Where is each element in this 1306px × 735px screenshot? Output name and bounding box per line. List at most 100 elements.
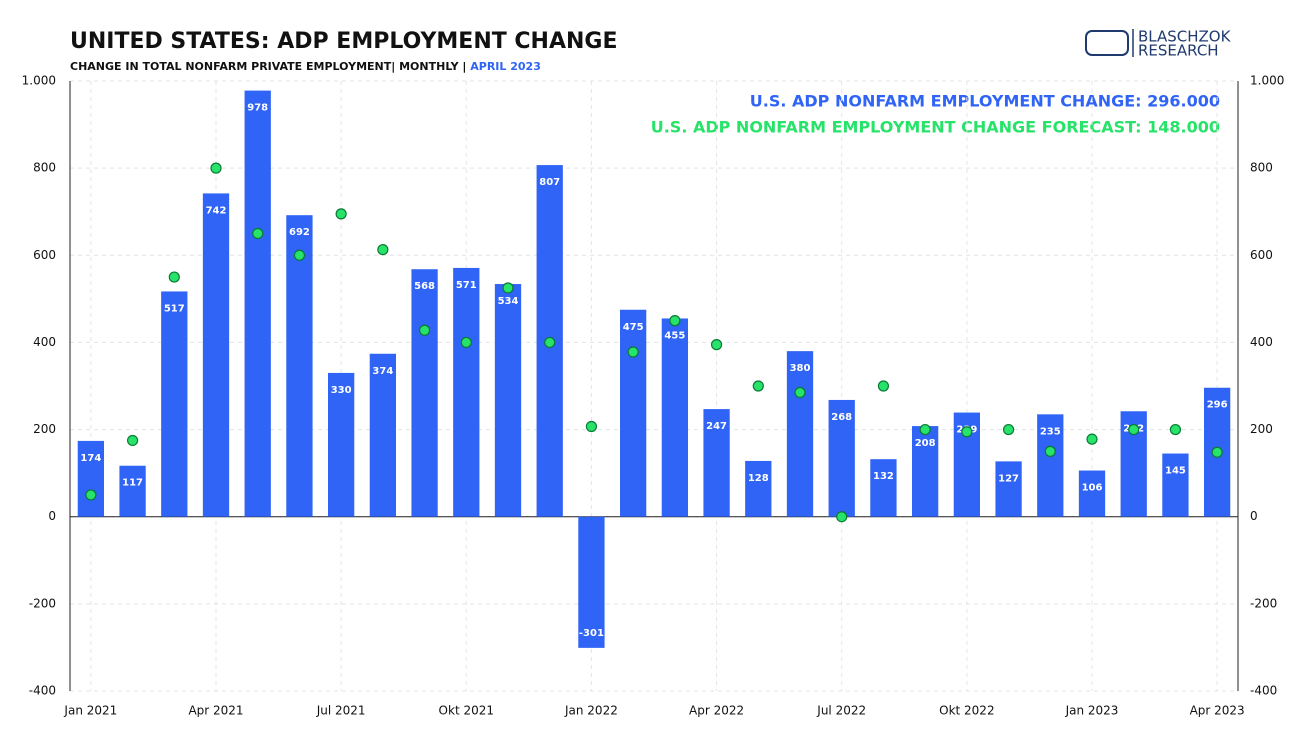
chart-title: UNITED STATES: ADP EMPLOYMENT CHANGE (70, 29, 618, 54)
bar (411, 269, 438, 517)
forecast-dot (168, 271, 180, 283)
bar-value-label: 692 (289, 227, 310, 238)
forecast-dot (1002, 423, 1015, 436)
forecast-dot (794, 386, 806, 399)
bar (1037, 414, 1064, 517)
y2-tick-label: 200 (1250, 422, 1273, 436)
forecast-dot (919, 423, 931, 436)
y-tick-label: 200 (33, 422, 56, 436)
bar-value-label: 268 (831, 412, 852, 423)
bar-value-label: 374 (372, 366, 393, 377)
bar (661, 318, 688, 517)
logo-text: BLASCHZOK (1138, 28, 1232, 46)
x-tick-label: Jul 2021 (316, 704, 366, 718)
x-tick-label: Apr 2023 (1190, 704, 1245, 718)
bar-value-label: 330 (331, 385, 352, 396)
bar-value-label: 455 (664, 330, 685, 341)
logo-text: RESEARCH (1138, 42, 1219, 60)
y2-tick-label: -200 (1250, 596, 1277, 610)
forecast-dot (210, 162, 222, 174)
forecast-dot (460, 336, 472, 349)
bar (119, 465, 146, 517)
y-tick-label: 1.000 (22, 74, 56, 88)
forecast-dot (85, 489, 97, 501)
bar (828, 399, 855, 517)
forecast-dot (252, 227, 264, 240)
bar (870, 459, 897, 517)
forecast-dot (1169, 423, 1182, 436)
bar-value-label: 517 (164, 303, 185, 314)
forecast-dot (1044, 445, 1056, 457)
bar (578, 516, 605, 648)
bar-value-label: 247 (706, 421, 727, 432)
x-tick-label: Jan 2022 (564, 704, 618, 718)
chart-subtitle: CHANGE IN TOTAL NONFARM PRIVATE EMPLOYME… (70, 60, 541, 73)
bar (620, 309, 647, 517)
bar-value-label: 208 (915, 438, 936, 449)
x-tick-label: Jul 2022 (816, 704, 866, 718)
bar-value-label: -301 (579, 628, 604, 639)
bar (1078, 470, 1106, 517)
bar-value-label: 571 (456, 280, 477, 291)
forecast-dot (502, 282, 514, 294)
forecast-dot (293, 249, 306, 261)
bar-value-label: 127 (998, 473, 1019, 484)
forecast-dot (669, 315, 681, 327)
bar-value-label: 128 (748, 473, 769, 484)
bar (494, 284, 522, 517)
bar-value-label: 117 (122, 478, 143, 489)
forecast-dot (627, 346, 639, 358)
y-tick-label: -400 (29, 684, 56, 698)
bar (1162, 453, 1189, 517)
y-tick-label: 0 (48, 509, 56, 523)
x-tick-label: Jan 2021 (63, 704, 117, 718)
forecast-dot (418, 324, 431, 336)
legend-entry: U.S. ADP NONFARM EMPLOYMENT CHANGE: 296.… (750, 92, 1220, 111)
bar-value-label: 174 (80, 453, 101, 464)
y-tick-label: 800 (33, 161, 56, 175)
bar (912, 426, 939, 517)
bar-value-label: 235 (1040, 426, 1061, 437)
y2-tick-label: 400 (1250, 335, 1273, 349)
y2-tick-label: 1.000 (1250, 74, 1284, 88)
forecast-dot (335, 208, 347, 220)
bar (703, 409, 730, 517)
subtitle-date: APRIL 2023 (470, 60, 541, 73)
bar-value-label: 145 (1165, 466, 1186, 477)
bar (244, 90, 271, 517)
y-tick-label: -200 (29, 596, 56, 610)
bar (161, 291, 188, 517)
bar-value-label: 568 (414, 281, 435, 292)
y2-tick-label: -400 (1250, 684, 1277, 698)
forecast-dot (961, 426, 973, 438)
forecast-dot (1211, 446, 1223, 458)
forecast-dot (877, 380, 890, 392)
x-tick-label: Okt 2022 (939, 704, 994, 718)
logo: BLASCHZOK RESEARCH (1085, 28, 1232, 60)
x-tick-label: Jan 2023 (1065, 704, 1119, 718)
bar (286, 215, 313, 517)
forecast-dot (836, 511, 848, 523)
bar (453, 267, 480, 517)
legend-entry: U.S. ADP NONFARM EMPLOYMENT CHANGE FOREC… (651, 118, 1220, 137)
forecast-dot (377, 244, 389, 256)
bar-value-label: 742 (206, 205, 227, 216)
y2-tick-label: 0 (1250, 509, 1258, 523)
y-tick-label: 600 (33, 248, 56, 262)
forecast-dot (1128, 423, 1140, 436)
x-tick-label: Apr 2021 (188, 704, 243, 718)
forecast-dot (126, 434, 139, 447)
bar-value-label: 475 (623, 322, 644, 333)
forecast-dot (752, 380, 764, 392)
forecast-dot (544, 336, 556, 349)
forecast-dot (585, 420, 598, 433)
bar-value-label: 534 (498, 296, 519, 307)
bar (995, 461, 1022, 517)
bar-value-label: 296 (1207, 400, 1228, 411)
bar-value-label: 807 (539, 177, 560, 188)
logo-icon (1085, 30, 1129, 56)
forecast-dot (710, 339, 723, 351)
y-tick-label: 400 (33, 335, 56, 349)
bar-value-label: 978 (247, 103, 268, 114)
